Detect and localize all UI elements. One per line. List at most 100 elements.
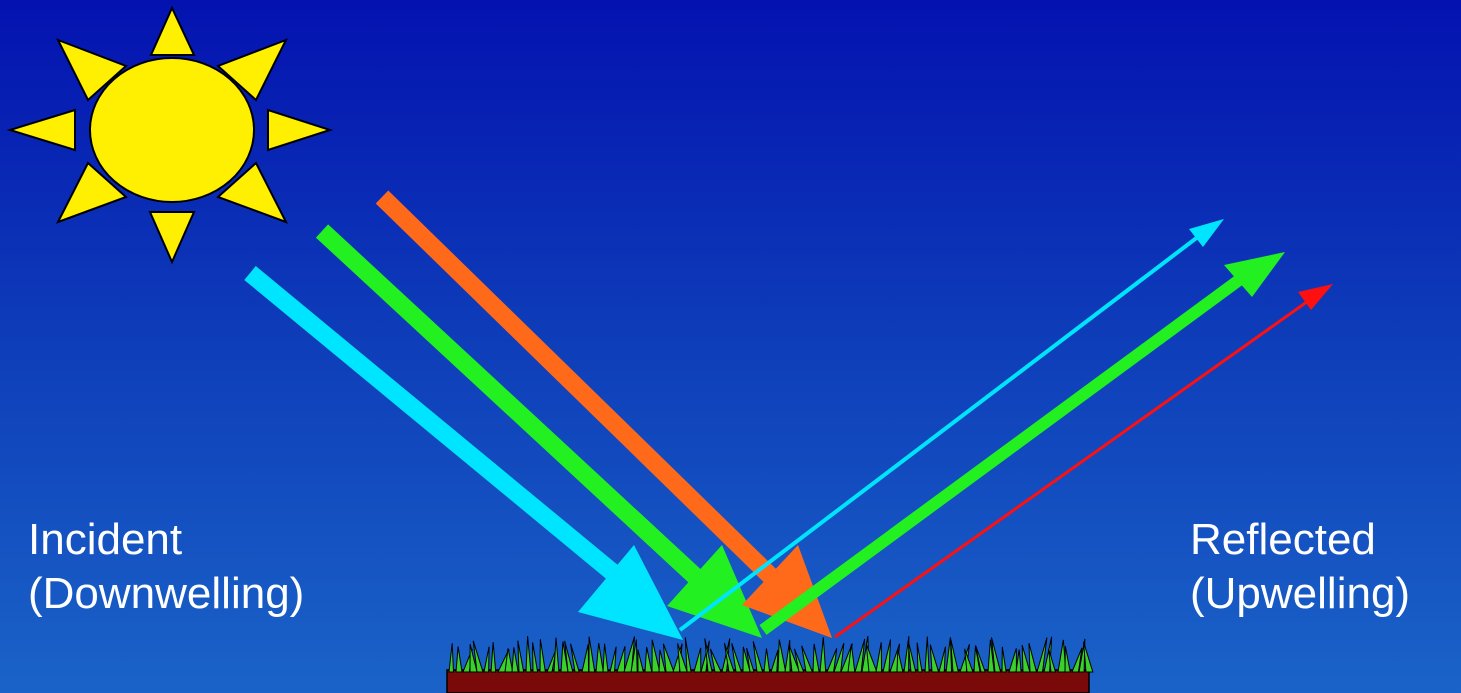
grass-blade	[602, 643, 609, 673]
reflected-arrows	[678, 219, 1333, 639]
grass-blade	[684, 637, 692, 673]
grass-blade	[1028, 642, 1038, 673]
sun-icon	[6, 5, 334, 265]
reflected-label: Reflected (Upwelling)	[1190, 513, 1410, 621]
grass-blade	[964, 648, 974, 673]
grass-blade	[539, 639, 546, 673]
incident-orange-arrow	[375, 190, 832, 638]
grass-blade	[865, 643, 878, 673]
grass-blade	[616, 646, 626, 673]
grass-blade	[833, 642, 845, 673]
grass-blade	[746, 647, 755, 673]
reflected-green-arrow	[759, 252, 1285, 635]
grass-blades	[448, 636, 1094, 673]
incident-label-line1: Incident	[28, 515, 183, 564]
soil-strip	[446, 669, 1090, 693]
incident-cyan-arrow	[244, 266, 683, 640]
grass-blade	[609, 646, 617, 673]
grass-blade	[483, 646, 490, 673]
grass-blade	[525, 636, 532, 673]
reflected-label-line2: (Upwelling)	[1190, 569, 1411, 618]
grass-blade	[975, 645, 986, 673]
grass-blade	[1048, 648, 1057, 673]
grass-blade	[801, 645, 814, 673]
reflected-cyan-arrow	[678, 219, 1224, 632]
grass-blade	[987, 639, 995, 673]
grass-blade	[662, 643, 675, 673]
grass-blade	[777, 639, 787, 673]
grass-blade	[1036, 637, 1048, 673]
grass-blade	[658, 649, 666, 673]
grass-blade	[990, 637, 1002, 673]
grass-blade	[588, 636, 596, 673]
grass-blade	[903, 636, 910, 673]
grass-blade	[704, 638, 713, 673]
grass-blade	[553, 637, 560, 673]
grass-blade	[763, 648, 771, 673]
grass-blade	[1008, 648, 1017, 673]
incident-green-arrow	[315, 224, 762, 638]
grass-blade	[854, 638, 866, 673]
grass-blade	[1064, 646, 1071, 673]
grass-blade	[938, 646, 946, 673]
grass-blade	[1001, 646, 1007, 673]
grass-blade	[644, 646, 653, 673]
grass-blade	[511, 647, 519, 673]
grass-blade	[490, 642, 497, 673]
incident-arrows	[244, 190, 832, 640]
grass-blade	[455, 646, 463, 673]
reflected-red-arrow	[834, 284, 1333, 639]
reflected-label-line1: Reflected	[1190, 515, 1376, 564]
grass-blade	[742, 646, 751, 673]
grass-blade	[907, 640, 917, 673]
grass-blade	[564, 640, 574, 673]
grass-blade	[560, 641, 569, 673]
grass-blade	[709, 648, 722, 673]
grass-blade	[784, 639, 791, 673]
grass-blade	[1057, 639, 1067, 673]
grass-blade	[916, 642, 923, 673]
grass-blade	[924, 636, 930, 673]
grass-blade	[469, 644, 478, 673]
grass-blade	[581, 644, 590, 673]
grass-blade	[637, 649, 645, 673]
incident-label: Incident (Downwelling)	[28, 513, 304, 621]
grass-blade	[723, 642, 735, 673]
grass-blade	[1071, 647, 1083, 673]
grass-blade	[595, 642, 604, 673]
grass-blade	[847, 644, 856, 673]
grass-blade	[546, 648, 557, 673]
grass-blade	[504, 648, 514, 673]
grass-blade	[826, 648, 838, 673]
grass-blade	[1083, 641, 1094, 673]
grass-blade	[630, 639, 638, 673]
grass-blade	[793, 648, 805, 673]
grass-blade	[875, 642, 883, 673]
grass-blade	[929, 644, 940, 673]
grass-blade	[1021, 645, 1031, 673]
grass-blade	[819, 637, 827, 673]
grass-blade	[532, 642, 539, 673]
grass-blade	[651, 639, 661, 673]
grass-blade	[472, 640, 484, 673]
grass-blade	[882, 639, 892, 673]
grass-blade	[448, 643, 454, 673]
grass-blade	[517, 640, 525, 673]
grass-blade	[812, 643, 820, 673]
grass-blade	[752, 641, 764, 673]
grass-blade	[570, 643, 580, 673]
grass-blade	[623, 636, 636, 673]
incident-label-line2: (Downwelling)	[28, 569, 305, 618]
grass-blade	[1015, 649, 1022, 673]
grass-blade	[788, 644, 801, 673]
grass-icon	[446, 636, 1094, 693]
grass-blade	[896, 649, 904, 673]
grass-blade	[677, 643, 688, 673]
grass-blade	[950, 638, 960, 673]
grass-blade	[770, 649, 779, 673]
grass-blade	[693, 647, 702, 673]
grass-blade	[945, 637, 953, 673]
grass-blade	[973, 646, 981, 673]
grass-blade	[731, 643, 743, 673]
